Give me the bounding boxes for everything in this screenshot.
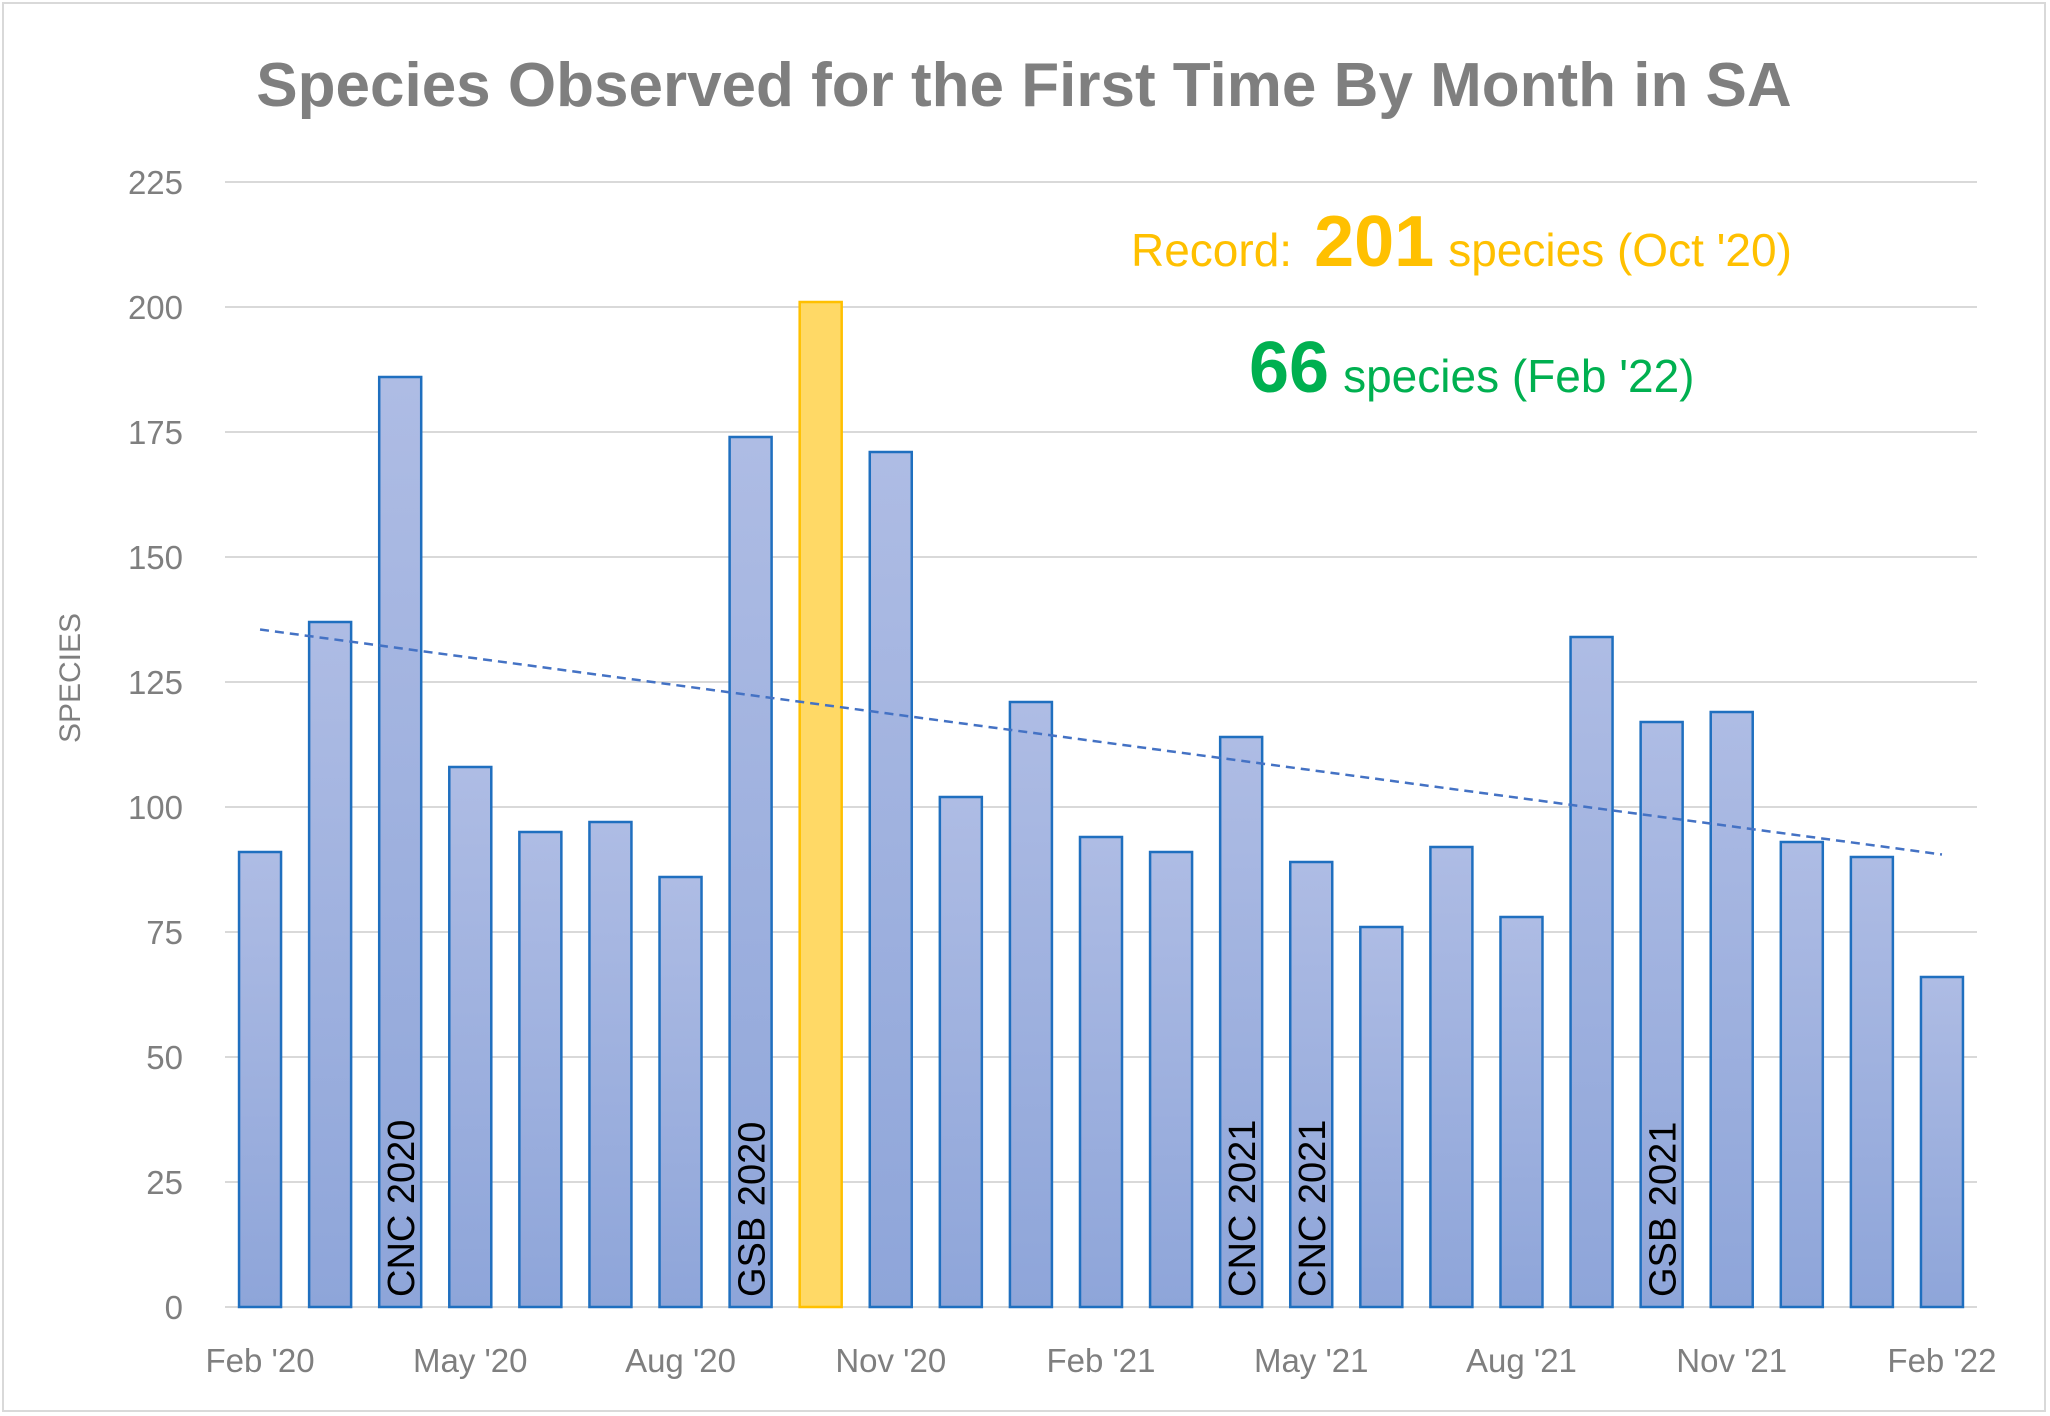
record-suffix: species (Oct '20) (1448, 224, 1792, 276)
bar-annotation-label: CNC 2021 (1222, 1120, 1264, 1297)
record-value: 201 (1314, 202, 1434, 282)
trendline (259, 628, 1943, 856)
bar (1569, 635, 1614, 1309)
bar-record (798, 300, 843, 1309)
bar-annotation-label: GSB 2021 (1643, 1122, 1685, 1297)
record-annotation: Record: 201 species (Oct '20) (1131, 202, 1792, 282)
y-tick-label: 50 (146, 1039, 183, 1076)
bar (377, 375, 423, 1309)
bar (938, 795, 984, 1309)
bar (1148, 850, 1194, 1309)
x-tick-label: Nov '21 (1676, 1342, 1787, 1379)
chart-title: Species Observed for the First Time By M… (256, 51, 1791, 120)
bar (1008, 700, 1054, 1309)
bar (1218, 735, 1264, 1309)
bar (1849, 855, 1895, 1309)
y-tick-label: 25 (146, 1164, 183, 1201)
bar (518, 830, 563, 1309)
y-tick-label: 225 (128, 164, 183, 201)
bar (1078, 835, 1124, 1309)
bar (448, 765, 493, 1309)
y-tick-label: 75 (146, 914, 183, 951)
bar (1288, 860, 1334, 1309)
latest-annotation: 66 species (Feb '22) (1249, 328, 1694, 408)
bar (1359, 925, 1404, 1309)
x-tick-label: Feb '22 (1887, 1342, 1996, 1379)
y-axis-label: SPECIES (54, 613, 87, 743)
latest-suffix: species (Feb '22) (1343, 350, 1694, 402)
bar (1779, 840, 1825, 1309)
y-tick-label: 150 (128, 539, 183, 576)
x-tick-label: Aug '21 (1466, 1342, 1577, 1379)
x-tick-label: May '20 (413, 1342, 528, 1379)
bar (1639, 720, 1684, 1309)
bar (307, 620, 353, 1309)
bar (868, 450, 914, 1309)
y-tick-label: 0 (165, 1289, 183, 1326)
bar (1709, 710, 1754, 1309)
bar (237, 850, 283, 1309)
y-tick-label: 125 (128, 664, 183, 701)
x-tick-label: Nov '20 (835, 1342, 946, 1379)
latest-value: 66 (1249, 328, 1329, 408)
bar (658, 875, 703, 1309)
x-tick-label: Aug '20 (625, 1342, 736, 1379)
bar (728, 435, 773, 1309)
y-tick-label: 175 (128, 414, 183, 451)
y-tick-label: 200 (128, 289, 183, 326)
bar-annotation-label: GSB 2020 (732, 1122, 774, 1297)
bar-annotation-label: CNC 2020 (381, 1120, 423, 1297)
x-tick-label: May '21 (1254, 1342, 1369, 1379)
x-tick-label: Feb '20 (206, 1342, 315, 1379)
record-prefix: Record: (1131, 224, 1292, 276)
bar (1499, 915, 1544, 1309)
x-tick-label: Feb '21 (1046, 1342, 1155, 1379)
bar (1919, 975, 1965, 1309)
y-tick-label: 100 (128, 789, 183, 826)
bar (588, 820, 633, 1309)
bar-annotation-label: CNC 2021 (1292, 1120, 1334, 1297)
bar (1429, 845, 1474, 1309)
